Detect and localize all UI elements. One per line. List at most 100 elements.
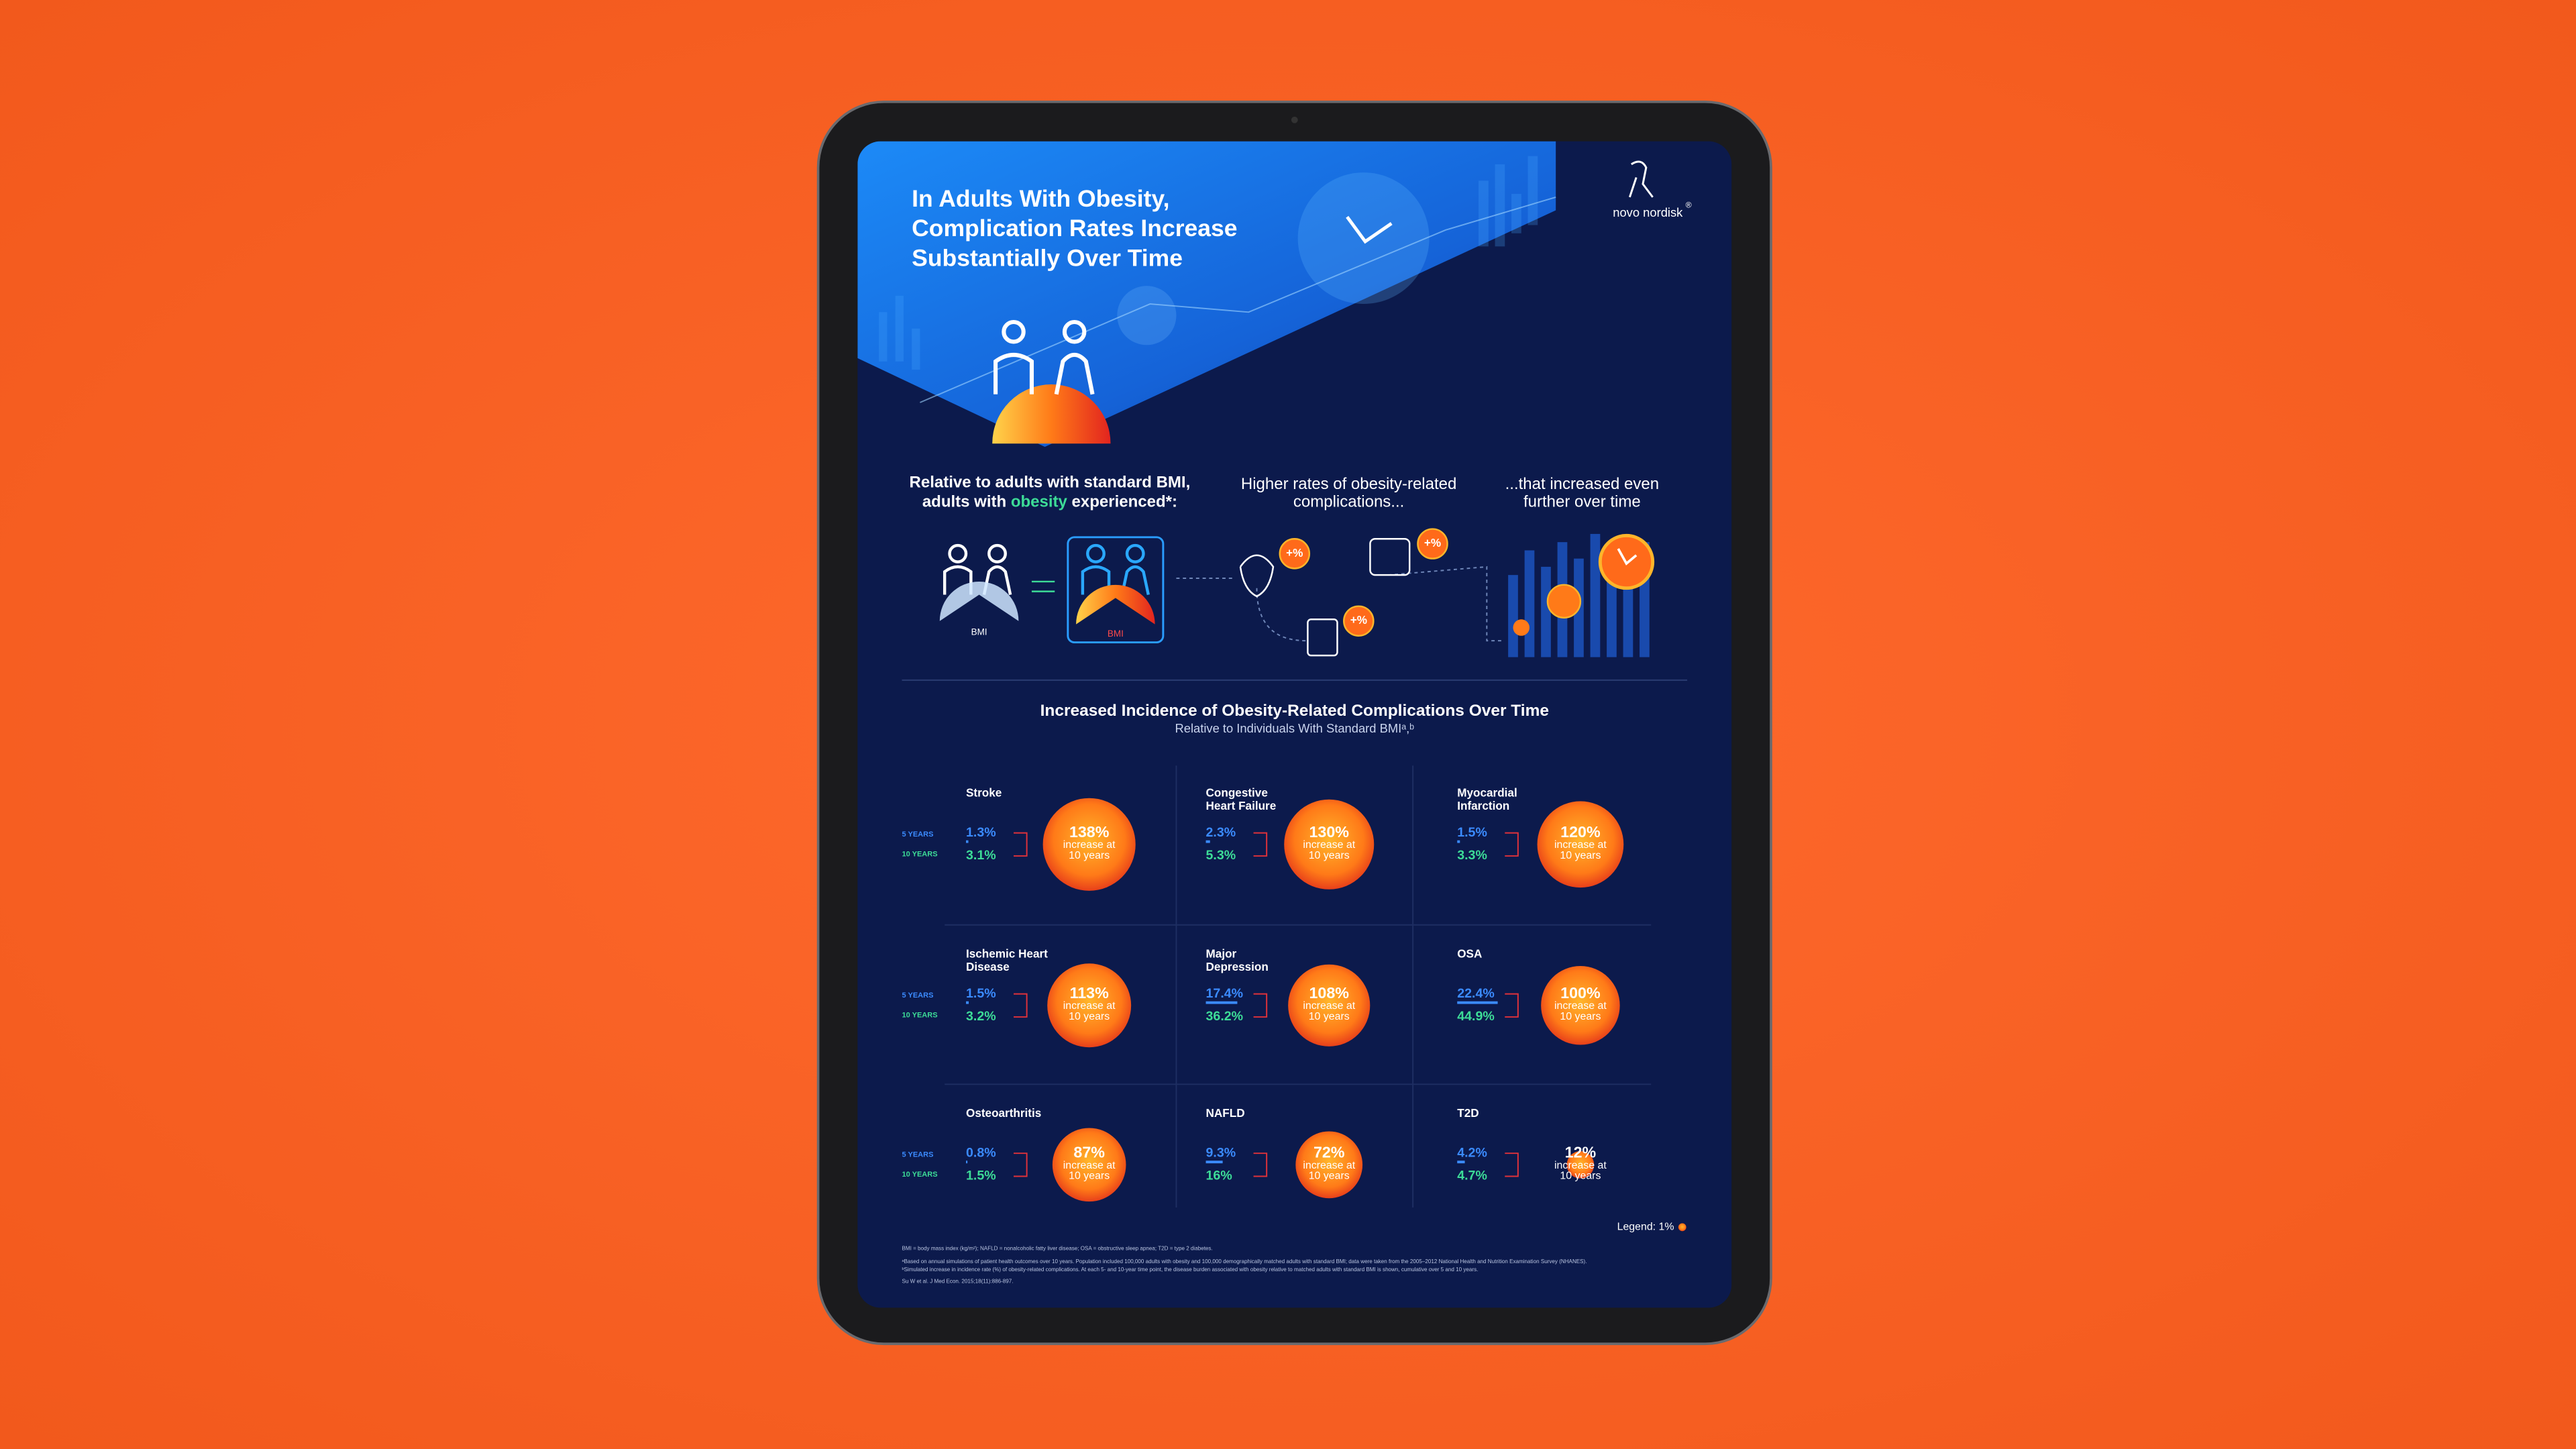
brand-mark: ® [1686,200,1692,209]
year-label: 5 YEARS [902,830,933,839]
increase-value: 130% [1309,823,1349,841]
chart-title: Increased Incidence of Obesity-Related C… [1040,702,1549,720]
brand-logo [1628,160,1654,198]
chart-subtitle: Relative to Individuals With Standard BM… [1175,721,1414,735]
increase-caption: 10 years [1069,850,1110,861]
increase-value: 100% [1560,984,1601,1002]
intro-emphasis: obesity [1011,493,1068,511]
increase-circle [1284,799,1375,890]
gauge [992,384,1111,444]
five-year-bar [1205,840,1210,843]
complication-name: Infarction [1457,799,1509,812]
bracket [1014,993,1028,1018]
five-year-bar [1457,1001,1498,1004]
increase-caption: 10 years [1309,1171,1350,1182]
year-label: 10 YEARS [902,850,937,858]
five-year-value: 2.3% [1206,825,1236,840]
bracket [1505,993,1519,1018]
bmi-label: BMI [971,627,987,637]
complication-name: Major [1206,947,1237,960]
intro-text: adults with [922,493,1011,511]
complication-name: NAFLD [1206,1106,1245,1120]
legend-dot [1678,1223,1686,1232]
increase-circle [1537,801,1624,888]
camera [1291,116,1298,123]
five-year-value: 1.3% [966,825,996,840]
complication-name: Stroke [966,786,1002,799]
increase-caption: increase at [1063,1000,1116,1012]
legend-label: Legend: 1% [1617,1222,1674,1233]
footnote: Su W et al. J Med Econ. 2015;18(11):886-… [902,1278,1013,1284]
complication-name: OSA [1457,947,1482,960]
title-line: In Adults With Obesity, [912,185,1169,212]
five-year-value: 1.5% [1457,825,1487,840]
increase-caption: increase at [1303,839,1355,851]
increase-circle [1042,798,1136,891]
increase-value: 113% [1070,984,1110,1002]
ten-year-value: 44.9% [1457,1009,1495,1024]
five-year-bar [1457,1161,1465,1164]
bracket [1505,832,1519,857]
clock-small [1117,286,1177,345]
increase-caption: increase at [1063,839,1116,851]
brand: novo nordisk [1613,205,1683,219]
trend-line [920,196,1556,403]
complication-name: Disease [966,960,1010,973]
five-year-value: 1.5% [966,986,996,1001]
ten-year-value: 3.2% [966,1009,996,1024]
card-separators [945,765,1652,1208]
year-label: 10 YEARS [902,1011,937,1019]
intro-text: Relative to adults with standard BMI, [910,473,1191,491]
increase-circle [1541,966,1620,1045]
complication-name: Heart Failure [1206,799,1277,812]
header-bars [879,156,1538,370]
increase-value: 72% [1313,1143,1345,1161]
header-art [857,141,1556,447]
complication-name: Ischemic Heart [966,947,1048,960]
five-year-value: 22.4% [1457,986,1495,1001]
bracket [1014,832,1028,857]
increase-caption: increase at [1303,1160,1355,1171]
increase-caption: increase at [1554,1160,1607,1171]
five-year-bar [1205,1161,1223,1164]
five-year-value: 0.8% [966,1145,996,1160]
increase-value: 108% [1309,984,1349,1002]
ten-year-value: 36.2% [1206,1009,1244,1024]
five-year-bar [1457,840,1460,843]
increase-caption: increase at [1554,1000,1607,1012]
increase-caption: 10 years [1309,850,1350,861]
footnote: ᵇSimulated increase in incidence rate (%… [902,1267,1478,1273]
ten-year-value: 1.5% [966,1169,996,1183]
badge: +% [1286,546,1303,559]
year-label: 5 YEARS [902,1151,933,1159]
bracket [1253,832,1268,857]
increase-caption: 10 years [1560,850,1601,861]
bracket [1253,993,1268,1018]
title-line: Complication Rates Increase [912,215,1237,241]
increase-caption: 10 years [1560,1171,1601,1182]
increase-circle [1295,1131,1363,1199]
increase-caption: 10 years [1069,1011,1110,1022]
increase-circle [1288,964,1371,1046]
complication-name: Osteoarthritis [966,1106,1041,1120]
people-icon [994,319,1095,395]
badge: +% [1350,613,1367,627]
ten-year-value: 4.7% [1457,1169,1487,1183]
increase-value: 138% [1069,823,1110,841]
intro-text: further over time [1523,493,1641,511]
complication-name: Congestive [1206,786,1268,799]
five-year-bar [966,1161,968,1164]
intro-icons: BMI BMI +% +% +% [939,528,1655,657]
clock-hands [1346,215,1393,244]
intro-text: complications... [1293,493,1404,511]
intro-text: experienced*: [1067,493,1177,511]
five-year-value: 9.3% [1206,1145,1236,1160]
title: In Adults With Obesity, Complication Rat… [912,185,1237,271]
year-label: 10 YEARS [902,1171,937,1179]
increase-value: 120% [1560,823,1601,841]
increase-circle [1047,963,1132,1048]
bmi-label: BMI [1108,629,1124,639]
increase-caption: increase at [1554,839,1607,851]
footnote: ᵃBased on annual simulations of patient … [902,1258,1587,1265]
ten-year-value: 3.3% [1457,848,1487,863]
